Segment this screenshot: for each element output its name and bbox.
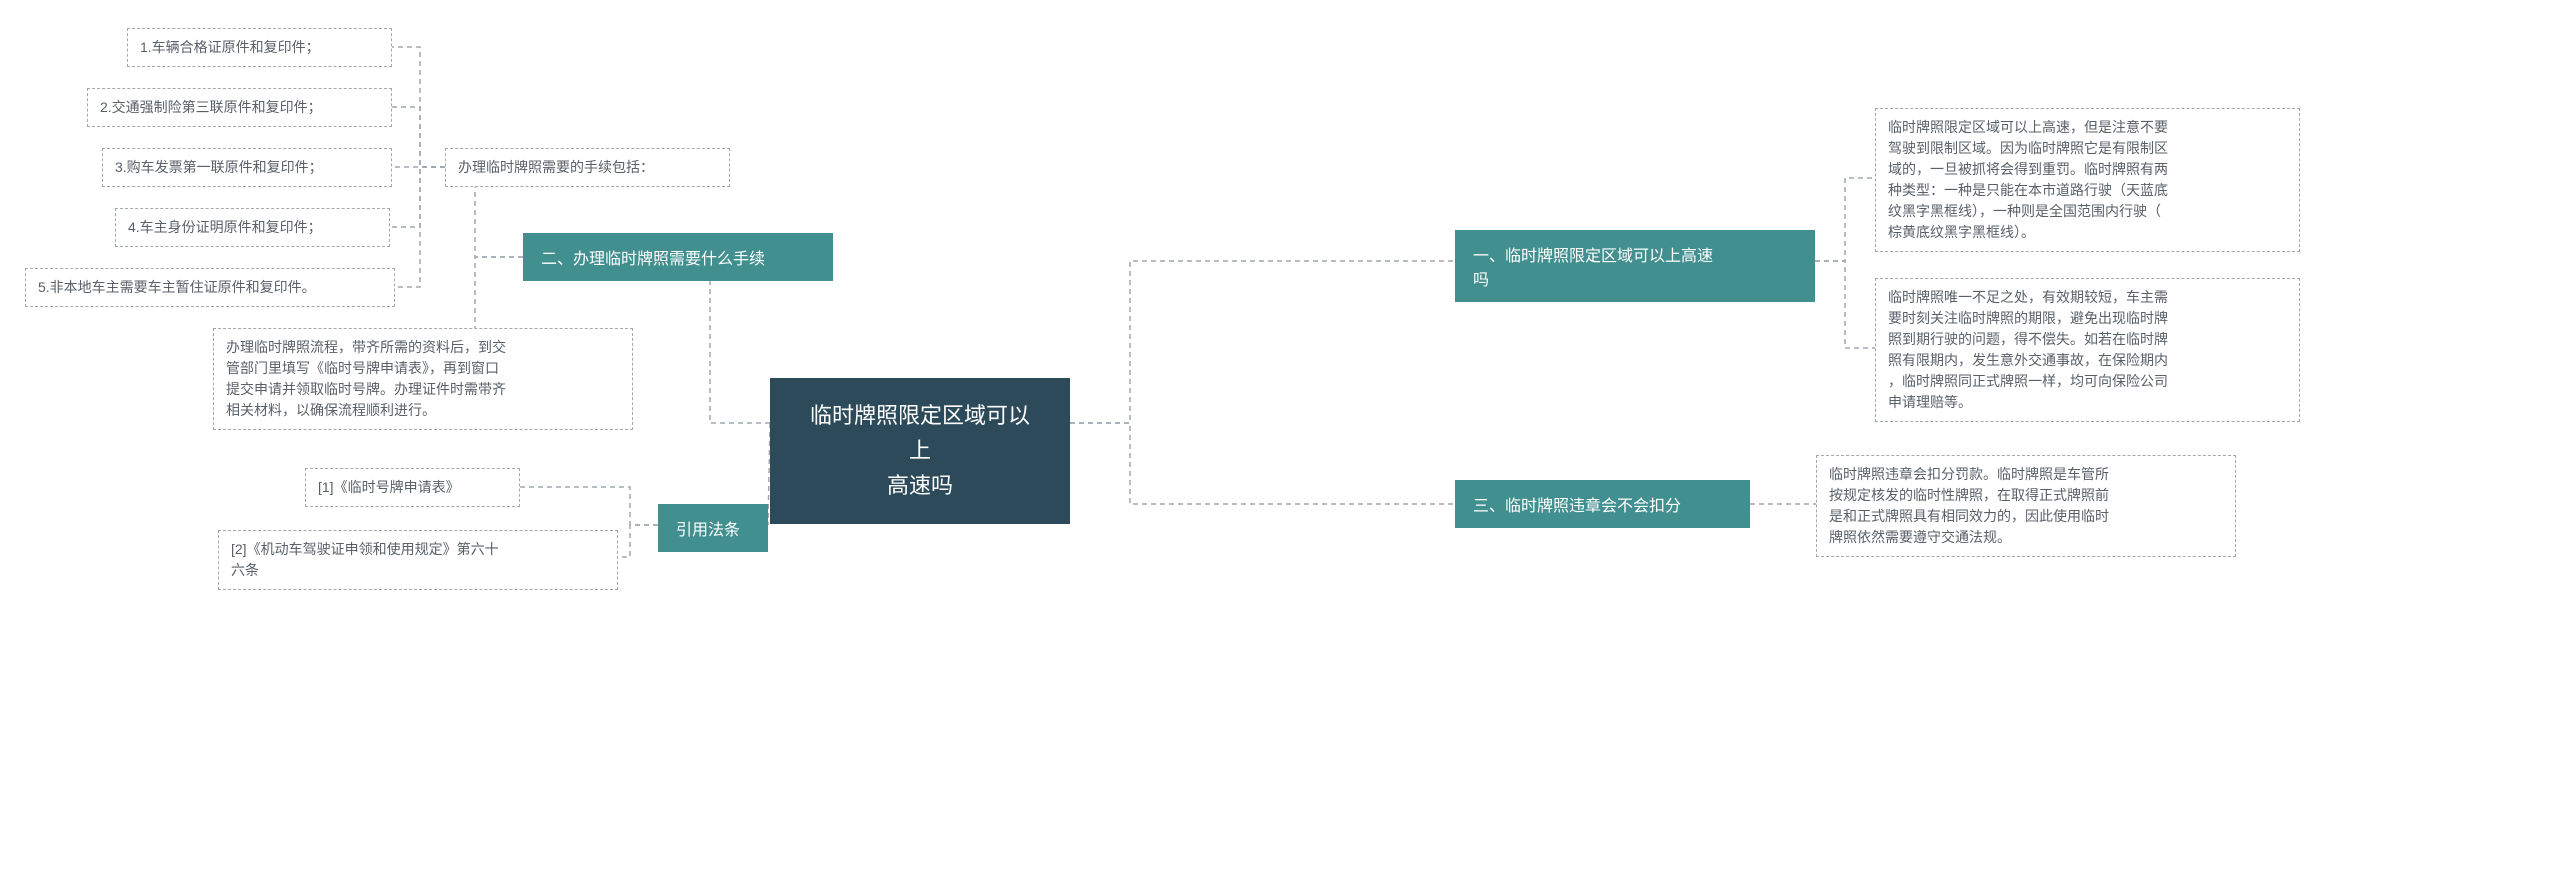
leaf-4-1: [1]《临时号牌申请表》 xyxy=(305,468,520,507)
leaf-4-2: [2]《机动车驾驶证申领和使用规定》第六十六条 xyxy=(218,530,618,590)
leaf-3-1: 临时牌照违章会扣分罚款。临时牌照是车管所按规定核发的临时性牌照，在取得正式牌照前… xyxy=(1816,455,2236,557)
leaf-2-5: 5.非本地车主需要车主暂住证原件和复印件。 xyxy=(25,268,395,307)
branch-4[interactable]: 引用法条 xyxy=(658,504,768,552)
leaf-2-flow: 办理临时牌照流程，带齐所需的资料后，到交管部门里填写《临时号牌申请表》，再到窗口… xyxy=(213,328,633,430)
connector-line xyxy=(1070,261,1455,423)
connector-line xyxy=(1815,178,1875,261)
leaf-1-1: 临时牌照限定区域可以上高速，但是注意不要驾驶到限制区域。因为临时牌照它是有限制区… xyxy=(1875,108,2300,252)
branch-1[interactable]: 一、临时牌照限定区域可以上高速吗 xyxy=(1455,230,1815,302)
connector-line xyxy=(1815,261,1875,348)
leaf-2-header: 办理临时牌照需要的手续包括： xyxy=(445,148,730,187)
leaf-2-4: 4.车主身份证明原件和复印件； xyxy=(115,208,390,247)
leaf-2-2: 2.交通强制险第三联原件和复印件； xyxy=(87,88,392,127)
connector-line xyxy=(392,47,445,167)
branch-2[interactable]: 二、办理临时牌照需要什么手续 xyxy=(523,233,833,281)
branch-3[interactable]: 三、临时牌照违章会不会扣分 xyxy=(1455,480,1750,528)
leaf-1-2: 临时牌照唯一不足之处，有效期较短，车主需要时刻关注临时牌照的期限，避免出现临时牌… xyxy=(1875,278,2300,422)
root-node[interactable]: 临时牌照限定区域可以上高速吗 xyxy=(770,378,1070,524)
connector-line xyxy=(392,107,445,167)
leaf-2-3: 3.购车发票第一联原件和复印件； xyxy=(102,148,392,187)
connector-line xyxy=(520,487,658,525)
connector-line xyxy=(390,167,445,227)
connector-line xyxy=(395,167,445,287)
connector-line xyxy=(1070,423,1455,504)
connector-line xyxy=(618,525,658,557)
leaf-2-1: 1.车辆合格证原件和复印件； xyxy=(127,28,392,67)
